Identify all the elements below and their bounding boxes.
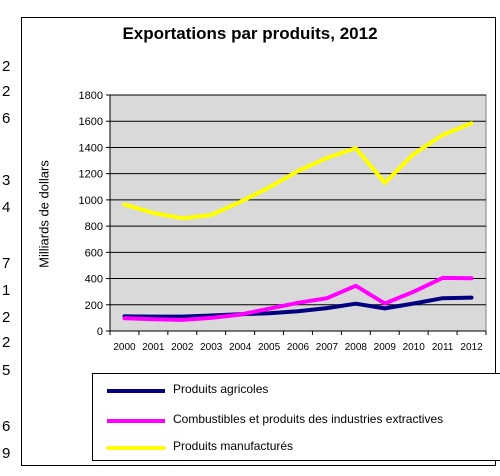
y-tick-label: 1600 <box>79 116 103 128</box>
legend-swatch <box>107 419 165 423</box>
y-tick-label: 400 <box>85 274 103 286</box>
data-point <box>153 213 154 214</box>
data-point <box>442 298 443 299</box>
y-tick-label: 0 <box>97 326 103 338</box>
side-digit: 2 <box>2 58 11 75</box>
data-point <box>442 134 443 135</box>
side-digit: 4 <box>2 199 11 216</box>
data-point <box>413 154 414 155</box>
side-digit: 2 <box>2 83 11 100</box>
data-point <box>182 316 183 317</box>
legend-item: Combustibles et produits des industries … <box>93 410 500 430</box>
data-point <box>153 319 154 320</box>
data-point <box>153 316 154 317</box>
y-tick-label: 1400 <box>79 142 103 154</box>
side-digit: 6 <box>2 418 11 435</box>
data-point <box>442 277 443 278</box>
side-digit: 9 <box>2 445 11 462</box>
data-point <box>269 308 270 309</box>
data-point <box>471 297 472 298</box>
x-tick-label: 2004 <box>229 342 252 353</box>
legend-label: Produits manufacturés <box>173 439 294 453</box>
data-point <box>355 303 356 304</box>
legend-label: Produits agricoles <box>173 382 269 396</box>
y-tick-label: 800 <box>85 221 103 233</box>
data-point <box>413 291 414 292</box>
x-tick-label: 2010 <box>403 342 426 353</box>
y-tick-label: 1200 <box>79 169 103 181</box>
series-line-1 <box>122 295 474 319</box>
side-digit: 7 <box>2 255 11 272</box>
data-point <box>182 218 183 219</box>
plot-area <box>109 94 487 332</box>
data-point <box>269 313 270 314</box>
data-point <box>471 123 472 124</box>
x-tick-label: 2008 <box>345 342 368 353</box>
data-point <box>240 201 241 202</box>
x-tick-label: 2001 <box>142 342 165 353</box>
y-tick-label: 1000 <box>79 195 103 207</box>
data-point <box>384 303 385 304</box>
data-point <box>298 302 299 303</box>
data-point <box>124 204 125 205</box>
series-line-2 <box>122 275 474 322</box>
legend-swatch <box>107 389 165 393</box>
data-point <box>298 311 299 312</box>
chart-legend: Produits agricoles Combustibles et produi… <box>92 373 500 461</box>
data-point <box>326 298 327 299</box>
side-digit: 2 <box>2 309 11 326</box>
data-point <box>211 214 212 215</box>
legend-swatch <box>107 446 165 450</box>
data-point <box>124 318 125 319</box>
side-digit: 6 <box>2 110 11 127</box>
x-tick-label: 2000 <box>113 342 136 353</box>
side-digit: 3 <box>2 172 11 189</box>
x-tick-label: 2009 <box>374 342 397 353</box>
data-point <box>384 182 385 183</box>
data-point <box>211 317 212 318</box>
y-tick-label: 600 <box>85 247 103 259</box>
series-line-3 <box>122 121 474 221</box>
data-point <box>182 319 183 320</box>
data-point <box>355 285 356 286</box>
legend-label: Combustibles et produits des industries … <box>173 412 444 426</box>
data-point <box>413 303 414 304</box>
data-point <box>471 278 472 279</box>
data-point <box>240 314 241 315</box>
data-point <box>384 308 385 309</box>
side-digit: 1 <box>2 282 11 299</box>
data-point <box>326 157 327 158</box>
side-digit: 2 <box>2 334 11 351</box>
x-tick-label: 2002 <box>171 342 194 353</box>
side-digit: 5 <box>2 362 11 379</box>
side-digits-column: 2 2 6 3 4 7 1 2 2 5 6 9 <box>0 0 20 476</box>
x-tick-label: 2011 <box>432 342 454 353</box>
data-point <box>298 171 299 172</box>
x-tick-label: 2012 <box>460 342 483 353</box>
y-tick-label: 200 <box>85 300 103 312</box>
legend-item: Produits agricoles <box>93 380 500 400</box>
x-tick-label: 2007 <box>316 342 339 353</box>
chart-title: Exportations par produits, 2012 <box>122 24 378 43</box>
x-tick-label: 2006 <box>287 342 310 353</box>
x-tick-label: 2005 <box>258 342 281 353</box>
legend-item: Produits manufacturés <box>93 437 500 457</box>
x-tick-label: 2003 <box>200 342 223 353</box>
y-tick-label: 1800 <box>79 90 103 102</box>
data-point <box>269 187 270 188</box>
data-point <box>326 308 327 309</box>
data-point <box>355 148 356 149</box>
